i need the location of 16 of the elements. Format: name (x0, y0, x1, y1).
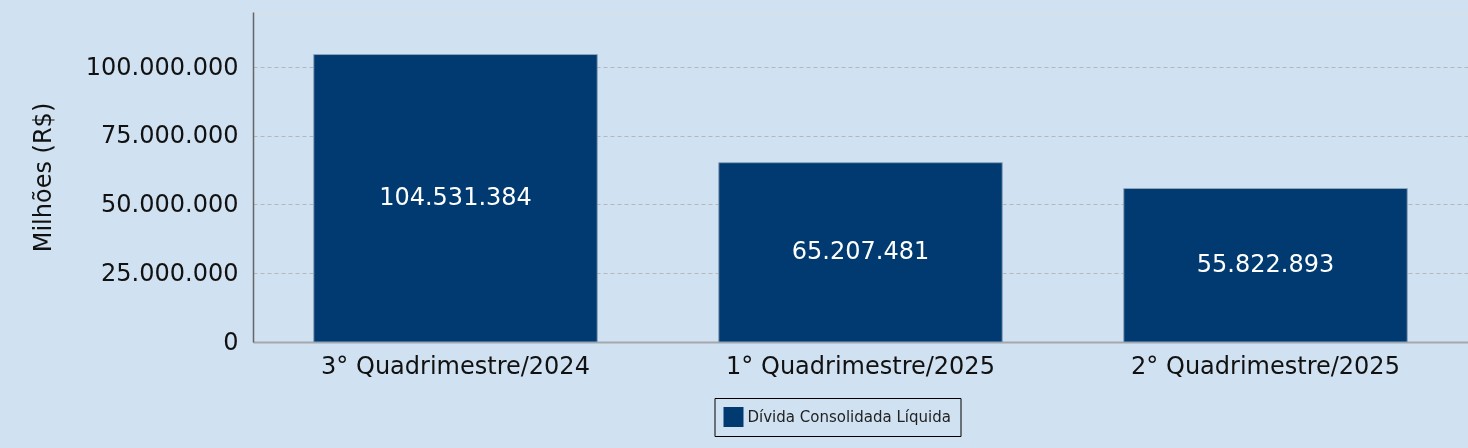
y-tick-label: 75.000.000 (101, 121, 239, 150)
y-tick-label: 0 (223, 327, 239, 356)
y-axis-title: Milhões (R$) (28, 102, 57, 253)
x-tick-label: 2° Quadrimestre/2025 (1131, 351, 1400, 380)
data-label: 55.822.893 (1196, 250, 1335, 279)
data-label: 104.531.384 (379, 183, 532, 212)
x-tick-label: 3° Quadrimestre/2024 (321, 351, 590, 380)
x-tick-label: 1° Quadrimestre/2025 (726, 351, 995, 380)
bar (313, 54, 598, 343)
y-tick-label: 50.000.000 (101, 190, 239, 218)
legend-label: Dívida Consolidada Líquida (747, 408, 951, 426)
data-label: 65.207.481 (791, 237, 930, 266)
bar (1123, 187, 1408, 343)
y-tick-label: 25.000.000 (101, 258, 239, 287)
bar (718, 162, 1003, 343)
y-tick-label: 100.000.000 (85, 52, 239, 81)
